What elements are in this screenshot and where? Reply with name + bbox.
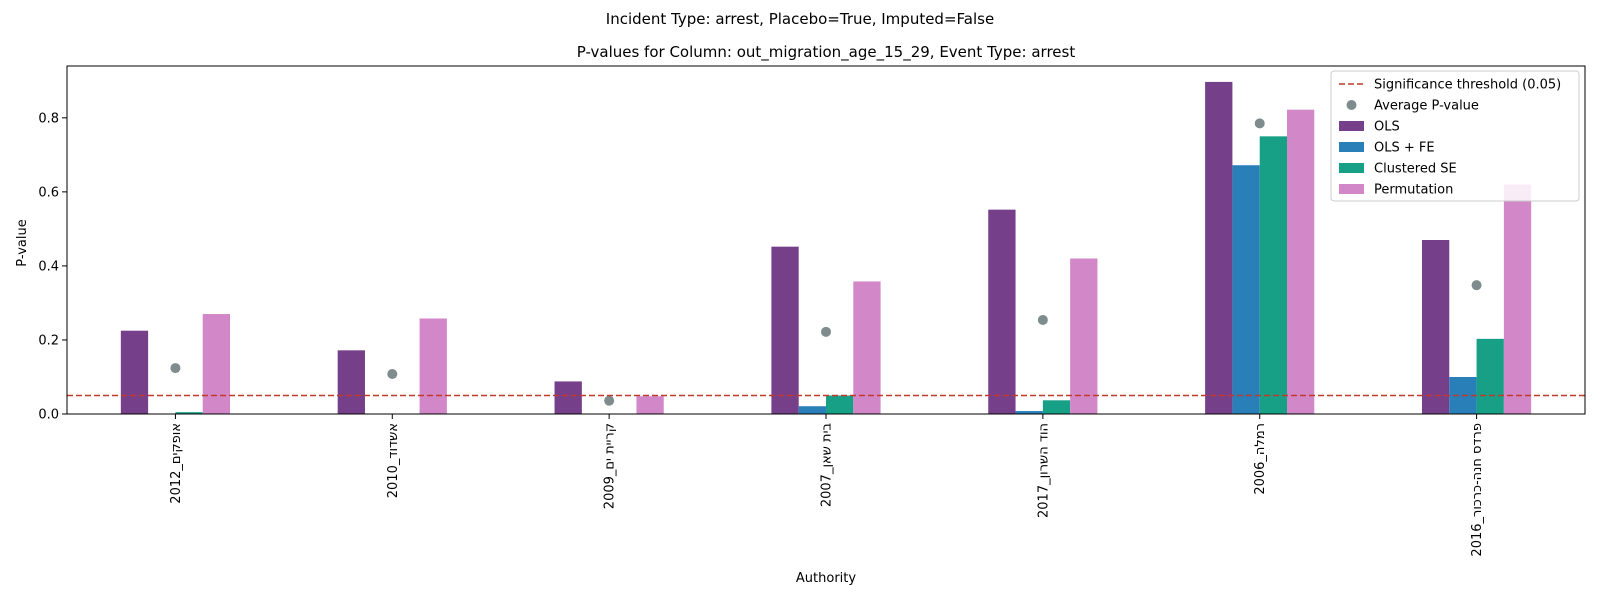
legend-label-series-2: OLS + FE	[1374, 141, 1435, 156]
bar-1-4	[771, 246, 799, 414]
x-tick-label-3: קריית ים_2009	[603, 423, 618, 509]
y-tick-label-5: 0.8	[38, 111, 59, 126]
legend-label-threshold: Significance threshold (0.05)	[1374, 78, 1561, 93]
bar-4-6	[1287, 109, 1315, 414]
bar-4-2	[419, 318, 447, 414]
legend-box	[1330, 70, 1580, 202]
x-tick-label-5: הוד השרון_2017	[1036, 423, 1051, 518]
chart-marks	[67, 81, 1585, 414]
average-point-6	[1254, 118, 1265, 129]
x-tick-label-4: בית שאן_2007	[820, 423, 835, 507]
average-point-7	[1471, 280, 1482, 291]
bar-1-7	[1421, 240, 1450, 414]
x-axis: אופקים_2012 אשדוד_2010 קריית ים_2009 בית שא…	[169, 414, 1485, 557]
bar-4-3	[636, 396, 664, 414]
legend-handle-series-1	[1339, 121, 1364, 131]
bar-4-1	[202, 314, 231, 414]
bar-3-5	[1042, 400, 1071, 414]
figure-suptitle: Incident Type: arrest, Placebo=True, Imp…	[606, 10, 994, 28]
bar-1-6	[1205, 81, 1233, 414]
bar-2-6	[1232, 165, 1260, 414]
bar-2-4	[798, 406, 826, 414]
legend-handle-average	[1346, 100, 1357, 110]
legend-label-series-3: Clustered SE	[1374, 162, 1457, 177]
bar-4-7	[1503, 184, 1532, 414]
y-tick-label-1: 0.0	[38, 408, 59, 423]
x-tick-label-2: אשדוד_2010	[386, 423, 401, 498]
y-tick-label-4: 0.6	[38, 185, 59, 200]
legend-label-average: Average P-value	[1374, 99, 1479, 114]
y-axis-label: P-value	[15, 219, 30, 266]
average-point-2	[387, 369, 398, 380]
bar-3-1	[175, 412, 203, 414]
bar-4-4	[853, 281, 881, 414]
bar-1-2	[337, 350, 365, 414]
x-tick-label-6: רמלה_2006	[1253, 423, 1268, 495]
average-point-4	[821, 326, 831, 337]
x-tick-label-7: פרדס חנה-כרכור_2016	[1470, 423, 1485, 557]
legend-label-series-1: OLS	[1374, 120, 1400, 135]
average-point-1	[170, 363, 181, 374]
bar-1-5	[988, 209, 1016, 414]
bar-3-7	[1476, 338, 1504, 414]
average-point-5	[1037, 314, 1048, 325]
y-axis: 0.0 0.2 0.4 0.6 0.8	[38, 111, 67, 423]
legend-label-series-4: Permutation	[1374, 183, 1453, 198]
bar-3-6	[1259, 136, 1288, 414]
x-tick-label-1: אופקים_2012	[169, 423, 184, 504]
legend-handle-series-3	[1339, 163, 1364, 173]
bar-4-5	[1070, 258, 1098, 414]
legend-handle-series-2	[1339, 142, 1364, 152]
average-point-3	[604, 395, 615, 406]
y-tick-label-2: 0.2	[38, 333, 59, 348]
legend-handle-series-4	[1339, 184, 1364, 194]
legend: Significance threshold (0.05) Average P-v…	[1330, 70, 1580, 202]
bar-2-5	[1015, 411, 1043, 414]
bar-1-3	[554, 381, 582, 414]
bar-1-1	[120, 330, 149, 414]
x-axis-label: Authority	[796, 571, 856, 586]
chart-title: P-values for Column: out_migration_age_1…	[577, 43, 1076, 62]
bar-3-4	[826, 395, 854, 414]
y-tick-label-3: 0.4	[38, 259, 59, 274]
